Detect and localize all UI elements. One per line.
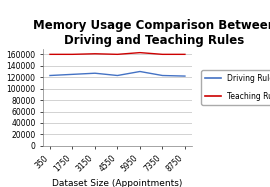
- Driving Rules: [116, 74, 119, 77]
- Legend: Driving Rules, Teaching Rules: Driving Rules, Teaching Rules: [201, 70, 270, 105]
- Driving Rules: [138, 70, 141, 73]
- Driving Rules: [183, 75, 187, 77]
- Y-axis label: Memory Usage (kB): Memory Usage (kB): [0, 53, 1, 142]
- Teaching Rules: [183, 53, 187, 56]
- Teaching Rules: [93, 53, 97, 55]
- Teaching Rules: [71, 53, 74, 56]
- X-axis label: Dataset Size (Appointments): Dataset Size (Appointments): [52, 179, 183, 187]
- Teaching Rules: [161, 53, 164, 56]
- Driving Rules: [71, 73, 74, 76]
- Driving Rules: [48, 74, 52, 77]
- Line: Driving Rules: Driving Rules: [50, 71, 185, 76]
- Teaching Rules: [48, 53, 52, 56]
- Line: Teaching Rules: Teaching Rules: [50, 53, 185, 54]
- Driving Rules: [93, 72, 97, 74]
- Driving Rules: [161, 74, 164, 77]
- Teaching Rules: [138, 51, 141, 54]
- Title: Memory Usage Comparison Between
Driving and Teaching Rules: Memory Usage Comparison Between Driving …: [33, 19, 270, 47]
- Teaching Rules: [116, 53, 119, 56]
